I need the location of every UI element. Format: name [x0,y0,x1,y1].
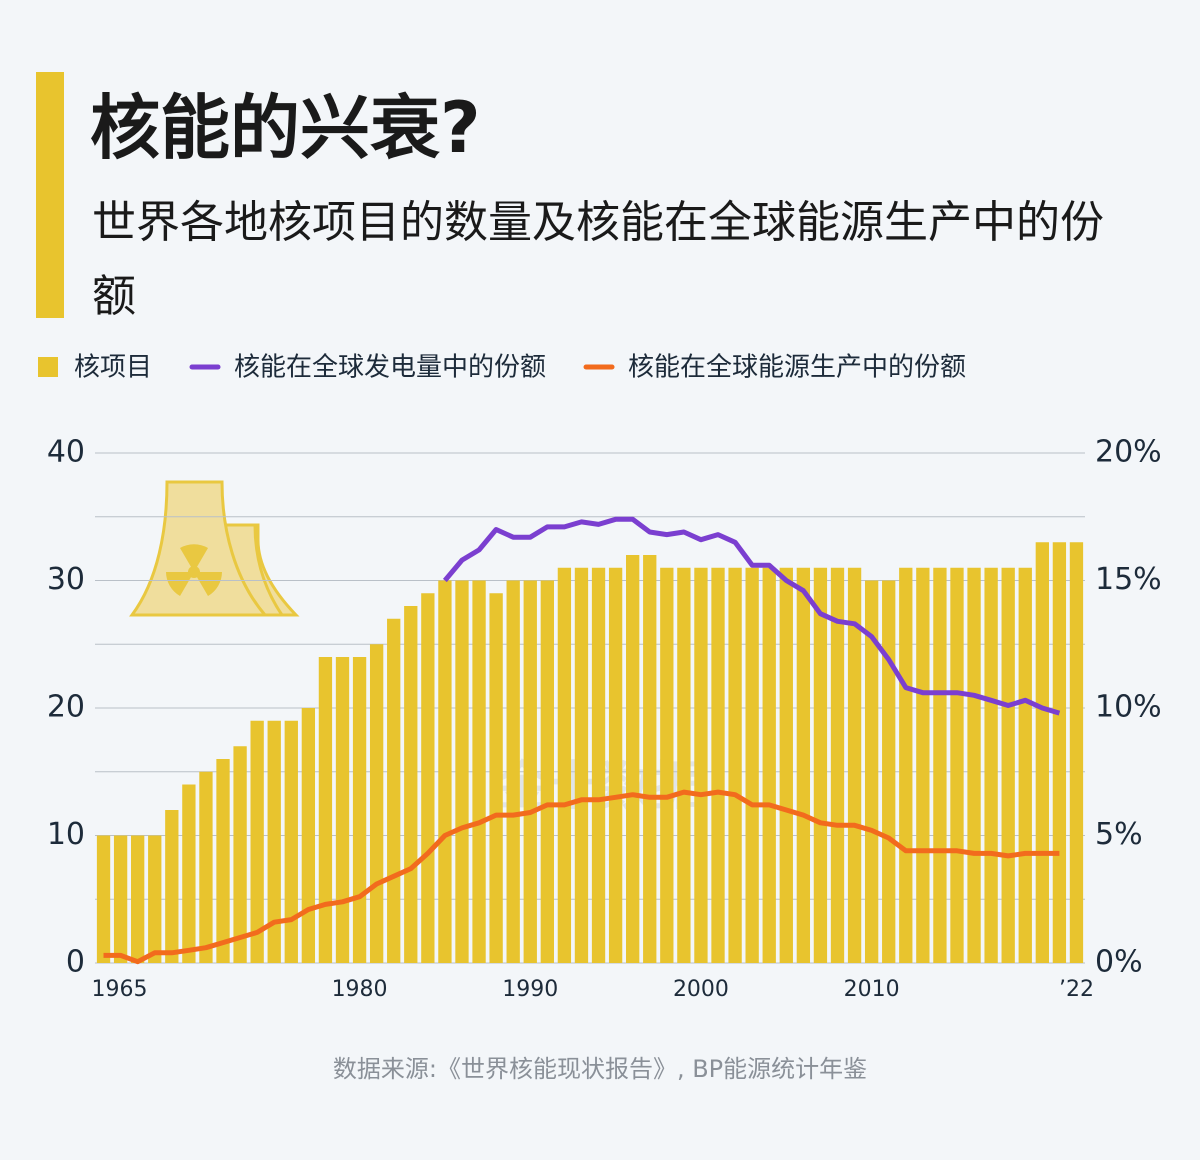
legend-label: 核项目 [74,353,152,383]
bar [899,567,913,963]
y-tick-label: 20 [47,690,85,725]
y2-tick-label: 0% [1095,945,1143,980]
source: 数据来源:《世界核能现状报告》, BP能源统计年鉴 [333,1055,867,1083]
x-tick-label: 1990 [502,977,558,1002]
bar [882,580,896,963]
legend-label: 核能在全球发电量中的份额 [234,353,546,383]
bar [967,567,981,963]
bar [1052,542,1067,963]
bar [421,593,435,963]
bar [574,567,589,963]
bar [1035,542,1049,963]
bar [182,784,196,963]
legend-swatch [38,357,58,377]
bar [113,835,128,963]
bar [830,567,845,963]
bar [745,567,759,963]
bar [318,657,333,963]
bar [233,746,247,963]
bar [250,720,264,963]
bar [847,567,862,963]
bar [523,580,537,963]
y-tick-label: 30 [47,562,85,597]
title-accent [36,72,64,318]
bar [165,810,179,963]
bar [404,606,418,963]
bar [762,567,776,963]
bar [1018,567,1032,963]
bar [916,567,930,963]
x-tick-label: 2010 [844,977,900,1002]
bar [677,567,691,963]
bar [540,580,554,963]
bar [506,580,520,963]
x-tick-label: 2000 [673,977,729,1002]
bar [660,567,674,963]
bar [301,708,316,963]
x-tick-label: 1965 [92,977,148,1002]
bar [489,593,503,963]
bar [796,567,811,963]
bar [779,567,793,963]
bar [284,720,298,963]
bar [352,657,367,963]
bar [369,644,384,963]
bar [387,618,401,963]
line [103,789,1060,965]
bar [864,580,879,963]
bar [933,567,947,963]
bar [455,580,469,963]
line [442,516,1061,716]
x-tick-label: 1980 [332,977,388,1002]
bar [591,567,606,963]
legend-label: 核能在全球能源生产中的份额 [628,353,966,383]
y2-tick-label: 10% [1095,690,1162,725]
x-tick-label: ’22 [1059,977,1094,1002]
bar [148,835,162,963]
bar [711,567,725,963]
bar [813,567,828,963]
bar [984,567,998,963]
bar [216,759,230,963]
chart-title: 核能的兴衰? [90,87,481,169]
y-tick-label: 0 [66,945,85,980]
y-tick-label: 10 [47,817,85,852]
bar [728,567,742,963]
bar [335,657,350,963]
bar [472,580,486,963]
bar [1069,542,1084,963]
bar [438,580,452,963]
bar [131,835,145,963]
reactor-icon [129,480,300,617]
bar [950,567,964,963]
y2-tick-label: 20% [1095,435,1162,470]
bar [199,771,213,963]
y2-tick-label: 5% [1095,817,1143,852]
bar [608,567,623,963]
bar [267,720,281,963]
bar [557,567,572,963]
y2-tick-label: 15% [1095,562,1162,597]
bar [96,835,111,963]
bar [1001,567,1015,963]
bar [626,555,640,963]
y-tick-label: 40 [47,435,85,470]
bar [643,555,657,963]
bar [694,567,708,963]
chart-subtitle: 世界各地核项目的数量及核能在全球能源生产中的份额 [92,197,1104,322]
